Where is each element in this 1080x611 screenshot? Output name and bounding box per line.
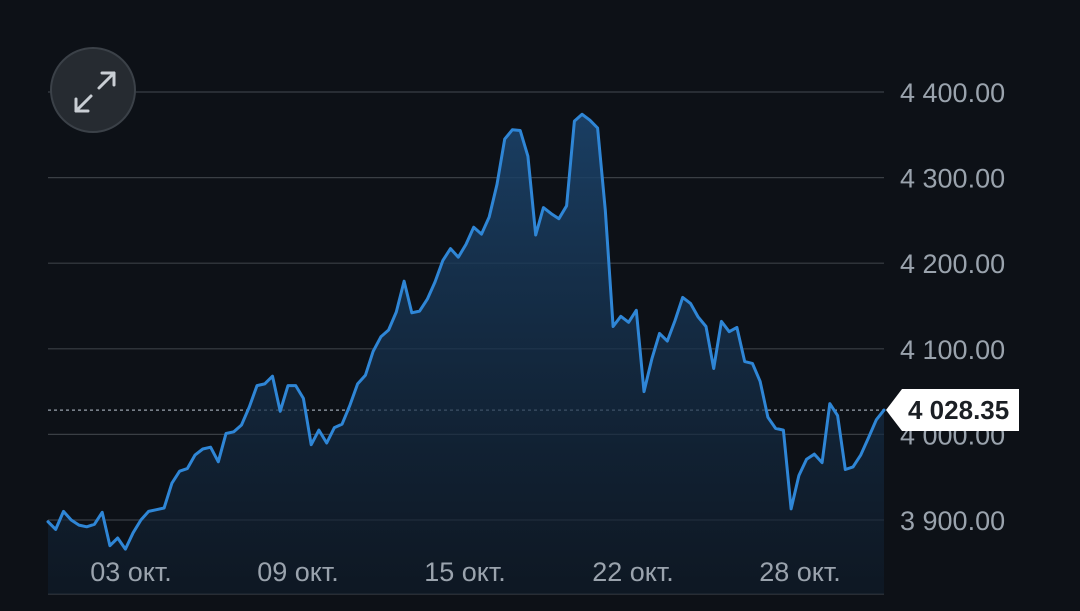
x-tick-label: 22 окт. <box>592 557 674 587</box>
expand-diagonal-arrows-icon <box>74 71 116 113</box>
y-tick-label: 4 200.00 <box>900 249 1005 279</box>
x-tick-label: 03 окт. <box>90 557 172 587</box>
current-price-label: 4 028.35 <box>902 389 1020 432</box>
expand-button[interactable] <box>50 47 136 133</box>
y-tick-label: 4 400.00 <box>900 78 1005 108</box>
y-axis: 4 400.004 300.004 200.004 100.004 000.00… <box>900 78 1005 536</box>
x-tick-label: 15 окт. <box>424 557 506 587</box>
x-tick-label: 28 окт. <box>759 557 841 587</box>
y-tick-label: 4 100.00 <box>900 335 1005 365</box>
x-axis: 03 окт. 09 окт. 15 окт. 22 окт. 28 окт. <box>90 557 841 587</box>
area-layer <box>48 114 884 595</box>
y-tick-label: 4 300.00 <box>900 164 1005 194</box>
y-tick-label: 3 900.00 <box>900 506 1005 536</box>
current-price-pointer <box>886 389 902 432</box>
series-line <box>46 112 886 551</box>
series-area <box>48 114 884 595</box>
x-tick-label: 09 окт. <box>257 557 339 587</box>
line-layer <box>46 112 886 551</box>
